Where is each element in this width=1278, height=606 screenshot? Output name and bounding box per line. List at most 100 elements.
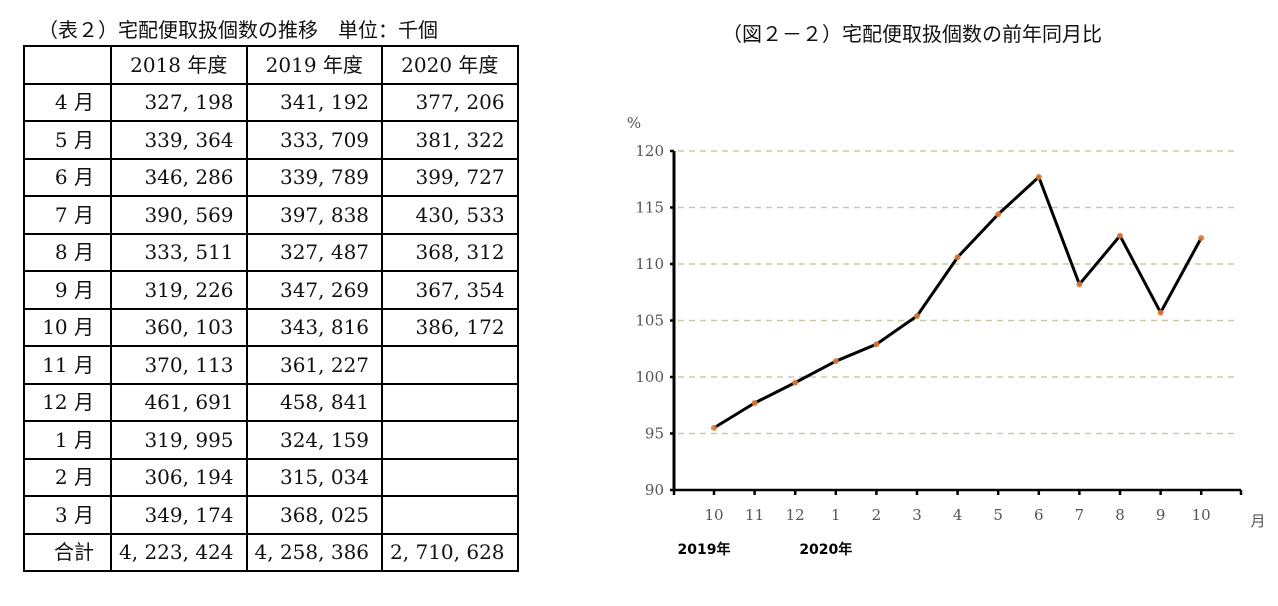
- x-tick-label: 11: [745, 506, 764, 524]
- table-row: 9 月 319, 226 347, 269 367, 354: [23, 270, 519, 310]
- x-tick-label: 9: [1156, 506, 1166, 524]
- table-row: 10 月 360, 103 343, 816 386, 172: [23, 307, 519, 347]
- table-row: 2 月 306, 194 315, 034: [23, 457, 519, 497]
- value-cell: 2, 710, 628: [381, 532, 519, 572]
- value-cell: 360, 103: [110, 307, 248, 347]
- data-point: [1076, 281, 1083, 288]
- month-cell: 2 月: [23, 457, 112, 497]
- x-tick-label: 7: [1075, 506, 1085, 524]
- value-cell: 361, 227: [245, 345, 384, 385]
- header-cell-2020: 2020 年度: [381, 45, 519, 85]
- month-cell: 12 月: [23, 382, 112, 422]
- value-cell: 315, 034: [245, 457, 384, 497]
- table-row: 12 月 461, 691 458, 841: [23, 382, 519, 422]
- chart-title: （図２－２）宅配便取扱個数の前年同月比: [722, 22, 1102, 46]
- value-cell: 339, 789: [245, 157, 384, 197]
- x-tick-label: 10: [704, 506, 723, 524]
- data-point: [995, 211, 1002, 218]
- year-label: 2019年: [678, 541, 731, 558]
- y-tick-label: 90: [645, 481, 664, 499]
- table-row: 6 月 346, 286 339, 789 399, 727: [23, 157, 519, 197]
- table-row: 5 月 339, 364 333, 709 381, 322: [23, 120, 519, 160]
- table-row: 4 月 327, 198 341, 192 377, 206: [23, 82, 519, 122]
- month-cell: 1 月: [23, 420, 112, 460]
- value-cell: [381, 420, 519, 460]
- value-cell: 346, 286: [110, 157, 248, 197]
- y-tick-label: 100: [635, 368, 664, 386]
- value-cell: [381, 382, 519, 422]
- value-cell: 386, 172: [381, 307, 519, 347]
- data-point: [1157, 309, 1164, 316]
- value-cell: 367, 354: [381, 270, 519, 310]
- value-cell: 339, 364: [110, 120, 248, 160]
- table-row: 合計 4, 223, 424 4, 258, 386 2, 710, 628: [23, 532, 519, 572]
- table-row: 1 月 319, 995 324, 159: [23, 420, 519, 460]
- x-axis-unit-label: 月: [1250, 512, 1265, 530]
- value-cell: 461, 691: [110, 382, 248, 422]
- data-point: [873, 341, 880, 348]
- value-cell: 324, 159: [245, 420, 384, 460]
- month-cell: 7 月: [23, 195, 112, 235]
- header-cell-2018: 2018 年度: [110, 45, 248, 85]
- value-cell: 341, 192: [245, 82, 384, 122]
- month-cell: 8 月: [23, 232, 112, 272]
- value-cell: 368, 312: [381, 232, 519, 272]
- month-cell: 3 月: [23, 495, 112, 535]
- value-cell: 333, 709: [245, 120, 384, 160]
- month-cell: 合計: [23, 532, 112, 572]
- value-cell: 397, 838: [245, 195, 384, 235]
- value-cell: 319, 226: [110, 270, 248, 310]
- month-cell: 6 月: [23, 157, 112, 197]
- value-cell: 327, 198: [110, 82, 248, 122]
- data-point: [751, 399, 758, 406]
- month-cell: 5 月: [23, 120, 112, 160]
- series-line: [713, 175, 1203, 430]
- value-cell: [381, 345, 519, 385]
- value-cell: 4, 223, 424: [110, 532, 248, 572]
- table-header-row: 2018 年度 2019 年度 2020 年度: [23, 45, 519, 85]
- x-tick-label: 5: [993, 506, 1003, 524]
- data-point: [832, 358, 839, 365]
- value-cell: 377, 206: [381, 82, 519, 122]
- table-row: 7 月 390, 569 397, 838 430, 533: [23, 195, 519, 235]
- shipment-table: 2018 年度 2019 年度 2020 年度 4 月 327, 198 341, …: [23, 45, 519, 572]
- value-cell: 306, 194: [110, 457, 248, 497]
- table-row: 8 月 333, 511 327, 487 368, 312: [23, 232, 519, 272]
- x-tick-label: 10: [1192, 506, 1211, 524]
- y-tick-label: 115: [635, 199, 664, 217]
- value-cell: 319, 995: [110, 420, 248, 460]
- value-cell: 390, 569: [110, 195, 248, 235]
- y-tick-label: 105: [635, 312, 664, 330]
- value-cell: 327, 487: [245, 232, 384, 272]
- value-cell: 368, 025: [245, 495, 384, 535]
- value-cell: 381, 322: [381, 120, 519, 160]
- month-cell: 10 月: [23, 307, 112, 347]
- table-row: 11 月 370, 113 361, 227: [23, 345, 519, 385]
- data-point: [954, 254, 961, 261]
- y-tick-label: 120: [635, 142, 664, 160]
- value-cell: 370, 113: [110, 345, 248, 385]
- x-tick-label: 6: [1034, 506, 1044, 524]
- header-cell-2019: 2019 年度: [245, 45, 384, 85]
- month-cell: 4 月: [23, 82, 112, 122]
- x-tick-label: 4: [953, 506, 963, 524]
- month-cell: 11 月: [23, 345, 112, 385]
- year-label: 2020年: [799, 541, 852, 558]
- table-row: 3 月 349, 174 368, 025: [23, 495, 519, 535]
- x-tick-label: 3: [912, 506, 922, 524]
- x-tick-label: 1: [831, 506, 841, 524]
- x-tick-label: 12: [786, 506, 805, 524]
- value-cell: 333, 511: [110, 232, 248, 272]
- table-title: （表２）宅配便取扱個数の推移 単位：千個: [38, 18, 438, 42]
- value-cell: [381, 495, 519, 535]
- y-tick-label: 95: [645, 425, 664, 443]
- x-tick-label: 2: [872, 506, 882, 524]
- data-point: [711, 424, 717, 431]
- value-cell: 349, 174: [110, 495, 248, 535]
- value-cell: 347, 269: [245, 270, 384, 310]
- y-tick-label: 110: [635, 255, 664, 273]
- data-point: [792, 379, 799, 386]
- y-axis-unit-label: %: [627, 114, 641, 132]
- month-cell: 9 月: [23, 270, 112, 310]
